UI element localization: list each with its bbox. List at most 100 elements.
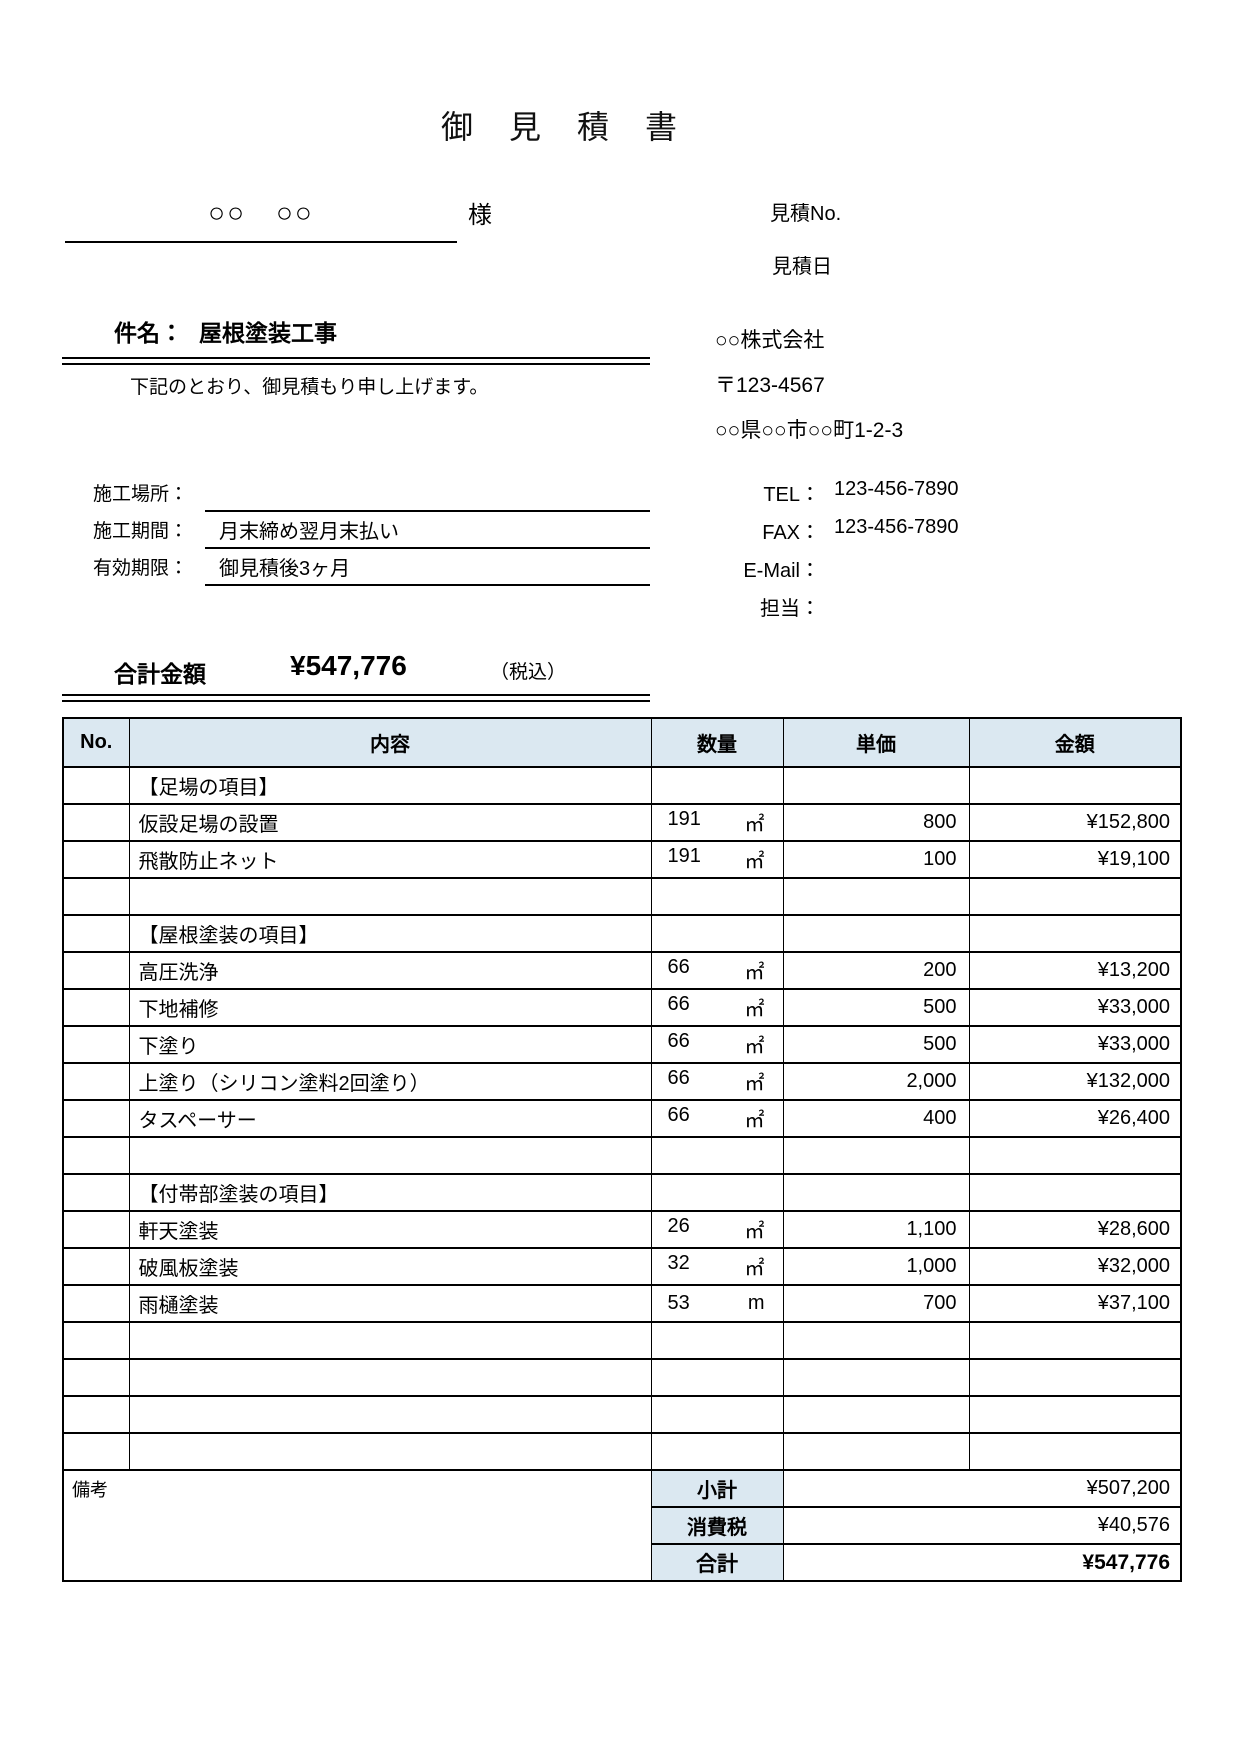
cell-unit-price: [782, 877, 970, 916]
tel-label: TEL：: [763, 484, 820, 506]
location-label: 施工場所：: [93, 484, 189, 505]
cell-amount: [968, 766, 1182, 805]
contact-row-fax: FAX： 123-456-7890: [640, 516, 958, 554]
cell-description: [128, 1358, 652, 1397]
contact-row-email: E-Mail：: [640, 554, 959, 592]
quantity-unit: ㎡: [744, 1221, 765, 1243]
quantity-unit: ㎡: [744, 851, 765, 873]
cell-quantity: 66 ㎡: [650, 988, 784, 1027]
total-label-cell: 消費税: [650, 1506, 784, 1545]
cell-quantity: 191 ㎡: [650, 840, 784, 879]
total-value-cell: ¥507,200: [782, 1469, 1182, 1508]
table-row: 仮設足場の設置 191 ㎡ 800 ¥152,800: [62, 803, 1182, 842]
table-row: 高圧洗浄 66 ㎡ 200 ¥13,200: [62, 951, 1182, 990]
cell-no: [62, 1173, 130, 1212]
cell-quantity: [650, 766, 784, 805]
cell-description: 【足場の項目】: [128, 766, 652, 805]
cell-description: 【付帯部塗装の項目】: [128, 1173, 652, 1212]
cell-no: [62, 988, 130, 1027]
remarks-cell: 備考: [62, 1469, 652, 1582]
cell-description: タスペーサー: [128, 1099, 652, 1138]
blank-row: [62, 1358, 1182, 1397]
cell-description: [128, 1321, 652, 1360]
estimate-date-label: 見積日: [772, 256, 832, 278]
cell-amount: ¥33,000: [968, 988, 1182, 1027]
subject-label: 件名：: [114, 320, 183, 346]
quantity-value: 191: [667, 845, 701, 867]
honorific-label: 様: [468, 202, 492, 229]
cell-no: [62, 840, 130, 879]
cell-quantity: 32 ㎡: [650, 1247, 784, 1286]
section-row: 【足場の項目】: [62, 766, 1182, 805]
cell-quantity: [650, 877, 784, 916]
cell-description: 【屋根塗装の項目】: [128, 914, 652, 953]
work-fields-block: 施工場所： 施工期間： 月末締め翌月末払い 有効期限： 御見積後3ヶ月: [93, 478, 650, 589]
estimate-no-label: 見積No.: [770, 203, 842, 225]
cell-no: [62, 1284, 130, 1323]
column-header-5: 金額: [968, 717, 1182, 768]
cell-description: 飛散防止ネット: [128, 840, 652, 879]
cell-unit-price: [782, 766, 970, 805]
total-label-cell: 小計: [650, 1469, 784, 1508]
cell-no: [62, 1025, 130, 1064]
subject-block: 件名： 屋根塗装工事 下記のとおり、御見積もり申し上げます。: [62, 314, 650, 399]
quantity-value: 191: [667, 808, 701, 830]
blank-row: [62, 1395, 1182, 1434]
cell-unit-price: [782, 1173, 970, 1212]
cell-amount: ¥13,200: [968, 951, 1182, 990]
cell-quantity: 66 ㎡: [650, 1025, 784, 1064]
cell-description: 雨樋塗装: [128, 1284, 652, 1323]
quantity-value: 66: [667, 1104, 690, 1126]
column-header-3: 数量: [650, 717, 784, 768]
cell-no: [62, 1062, 130, 1101]
section-row: 【屋根塗装の項目】: [62, 914, 1182, 953]
period-value: 月末締め翌月末払い: [205, 515, 650, 549]
cell-description: 上塗り（シリコン塗料2回塗り）: [128, 1062, 652, 1101]
cell-unit-price: 800: [782, 803, 970, 842]
table-row: 上塗り（シリコン塗料2回塗り） 66 ㎡ 2,000 ¥132,000: [62, 1062, 1182, 1101]
subject-value: 屋根塗装工事: [199, 320, 337, 346]
issuer-address: ○○県○○市○○町1-2-3: [715, 419, 904, 442]
recipient-name-field: ○○ ○○: [65, 181, 457, 243]
quantity-unit: ㎡: [744, 814, 765, 836]
cell-quantity: 53 m: [650, 1284, 784, 1323]
cell-unit-price: 400: [782, 1099, 970, 1138]
cell-amount: ¥33,000: [968, 1025, 1182, 1064]
fax-label: FAX：: [762, 522, 820, 544]
table-row: タスペーサー 66 ㎡ 400 ¥26,400: [62, 1099, 1182, 1138]
column-header-2: 内容: [128, 717, 652, 768]
cell-no: [62, 1247, 130, 1286]
cell-amount: ¥132,000: [968, 1062, 1182, 1101]
cell-quantity: [650, 1432, 784, 1471]
cell-no: [62, 1136, 130, 1175]
quantity-value: 66: [667, 1067, 690, 1089]
totals-row: 消費税 ¥40,576: [63, 1506, 1182, 1545]
cell-amount: [968, 914, 1182, 953]
cell-unit-price: 1,000: [782, 1247, 970, 1286]
cell-unit-price: [782, 914, 970, 953]
cell-quantity: [650, 1395, 784, 1434]
cell-amount: [968, 1321, 1182, 1360]
cell-amount: ¥28,600: [968, 1210, 1182, 1249]
cell-amount: [968, 1358, 1182, 1397]
total-label-cell: 合計: [650, 1543, 784, 1582]
cell-unit-price: [782, 1432, 970, 1471]
cell-description: 下地補修: [128, 988, 652, 1027]
blank-row: [62, 877, 1182, 916]
grand-total-block: 合計金額 ¥547,776 （税込）: [62, 650, 650, 706]
cell-quantity: 66 ㎡: [650, 1062, 784, 1101]
greeting-text: 下記のとおり、御見積もり申し上げます。: [130, 377, 489, 398]
quantity-unit: ㎡: [744, 999, 765, 1021]
location-value: [205, 478, 650, 512]
cell-quantity: 26 ㎡: [650, 1210, 784, 1249]
cell-unit-price: 500: [782, 1025, 970, 1064]
cell-no: [62, 1099, 130, 1138]
blank-row: [62, 1432, 1182, 1471]
cell-no: [62, 1210, 130, 1249]
expiry-value: 御見積後3ヶ月: [205, 552, 650, 586]
grand-total-divider: [62, 694, 650, 702]
header-row: No. 内容 数量 単価 金額: [62, 717, 1182, 768]
cell-unit-price: 100: [782, 840, 970, 879]
cell-no: [62, 914, 130, 953]
quantity-unit: ㎡: [744, 1258, 765, 1280]
